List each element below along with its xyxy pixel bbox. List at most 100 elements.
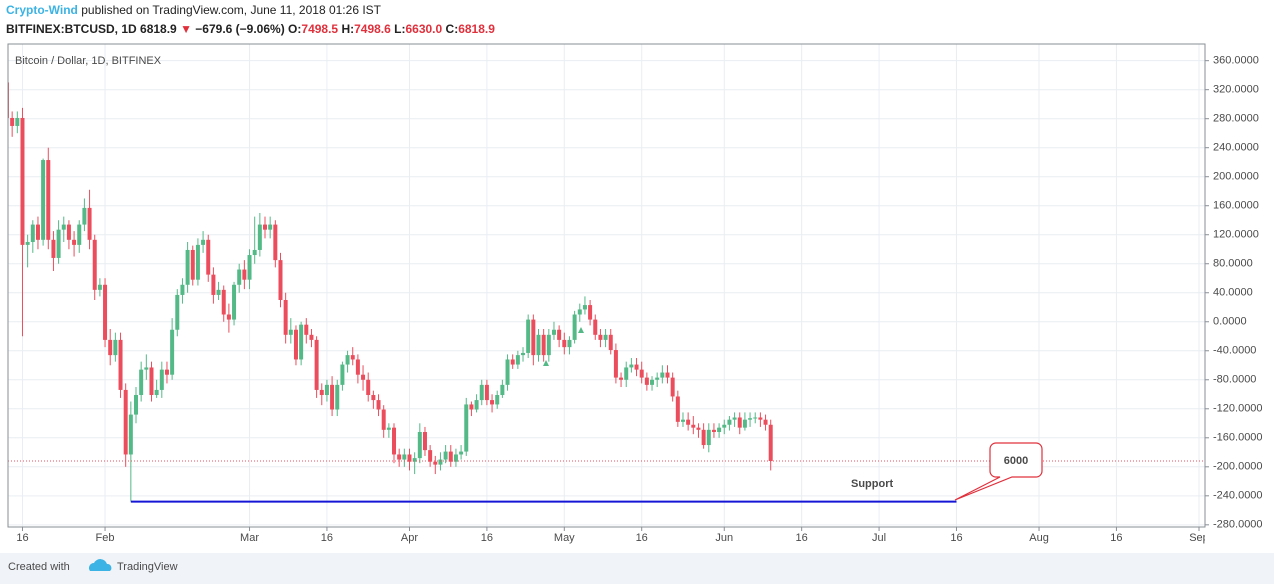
candle-body: [381, 409, 386, 430]
candle-body: [61, 224, 66, 230]
down-arrow: ▼: [180, 22, 192, 36]
candle-body: [371, 395, 376, 401]
candle-body: [536, 334, 541, 356]
candle-body: [521, 352, 526, 356]
candle-body: [448, 451, 453, 462]
candle-body: [495, 395, 500, 405]
candle-body: [619, 377, 624, 380]
candle-body: [139, 369, 144, 396]
header-line1: Crypto-Wind published on TradingView.com…: [6, 3, 382, 17]
candle-body: [118, 339, 123, 390]
candle-body: [144, 367, 149, 370]
x-tick-label: 16: [636, 532, 648, 544]
candle-body: [551, 329, 556, 335]
candle-body: [92, 239, 97, 290]
h-value: 7498.6: [354, 22, 391, 36]
candle-body: [577, 309, 582, 315]
callout-box: [954, 442, 1043, 501]
candle-body: [768, 424, 773, 462]
candle-body: [35, 224, 40, 240]
candle-body: [582, 305, 587, 310]
candle-body: [665, 372, 670, 378]
y-tick-label: -80.0000: [1213, 374, 1256, 386]
candle-body: [288, 329, 293, 335]
o-value: 7498.5: [301, 22, 338, 36]
candle-body: [686, 419, 691, 425]
footer-created: Created with: [8, 561, 70, 573]
candle-body: [366, 379, 371, 396]
candle-body: [737, 417, 742, 428]
candle-body: [742, 419, 747, 428]
y-tick-label: 0.0000: [1213, 316, 1247, 328]
candle-body: [273, 224, 278, 261]
candle-body: [340, 364, 345, 385]
candle-body: [613, 350, 618, 378]
x-tick-label: 16: [796, 532, 808, 544]
candle-body: [422, 431, 427, 451]
c-label: C:: [446, 22, 459, 36]
candle-body: [72, 239, 77, 245]
candle-body: [195, 244, 200, 280]
x-tick-label: 16: [321, 532, 333, 544]
candle-body: [350, 355, 355, 360]
candle-body: [567, 339, 572, 348]
candle-body: [459, 451, 464, 455]
candle-body: [412, 458, 417, 462]
candle-body: [376, 400, 381, 410]
x-tick-label: Jun: [715, 532, 733, 544]
candle-body: [691, 424, 696, 428]
chart-title: Bitcoin / Dollar, 1D, BITFINEX: [15, 55, 162, 67]
candle-body: [355, 359, 360, 375]
logo[interactable]: [88, 559, 112, 571]
candle-body: [268, 224, 273, 230]
candle-body: [407, 454, 412, 462]
candle-body: [293, 329, 298, 360]
candle-body: [97, 284, 102, 290]
plot: [8, 82, 1205, 503]
candle-body: [82, 207, 87, 225]
author[interactable]: Crypto-Wind: [6, 3, 78, 17]
candle-body: [123, 389, 128, 455]
y-tick-label: 40.0000: [1213, 287, 1253, 299]
candle-body: [113, 339, 118, 356]
x-tick-label: 16: [481, 532, 493, 544]
y-tick-label: 320.0000: [1213, 84, 1259, 96]
y-tick-label: 280.0000: [1213, 113, 1259, 125]
candle-body: [531, 319, 536, 356]
candle-body: [474, 400, 479, 410]
candle-body: [680, 419, 685, 422]
candle-body: [232, 284, 237, 320]
candle-body: [541, 334, 546, 356]
x-tick-label: 16: [1110, 532, 1122, 544]
y-tick-label: -200.0000: [1213, 461, 1263, 473]
candle-body: [20, 117, 25, 245]
candle-body: [128, 414, 133, 455]
candle-body: [283, 300, 288, 335]
candle-body: [149, 367, 154, 396]
x-tick-label: Jul: [872, 532, 886, 544]
candle-body: [386, 427, 391, 430]
y-tick-label: -240.0000: [1213, 490, 1263, 502]
candle-body: [670, 377, 675, 397]
x-axis: 16 Feb Mar 16 Apr 16 May 16 Jun 16 Jul 16 Aug 16 Sep: [16, 532, 1205, 544]
header-line2: BITFINEX:BTCUSD, 1D 6818.9 ▼ −679.6 (−9.…: [6, 22, 495, 36]
candle-body: [164, 369, 169, 375]
footer-brand[interactable]: TradingView: [117, 561, 178, 573]
candle-body: [278, 260, 283, 301]
grid: 360.0000 320.0000 280.0000 240.0000 200.0000…: [8, 44, 1263, 531]
candle-body: [159, 369, 164, 390]
x-tick-label: 16: [950, 532, 962, 544]
symbol: BITFINEX:BTCUSD, 1D: [6, 22, 137, 36]
candle-body: [758, 417, 763, 420]
candle-body: [639, 369, 644, 378]
candle-body: [330, 384, 335, 410]
candle-body: [66, 224, 71, 240]
candle-body: [108, 339, 113, 356]
x-tick-label: Mar: [240, 532, 259, 544]
candle-body: [51, 239, 56, 258]
candle-body: [335, 384, 340, 410]
candle-body: [469, 404, 474, 410]
candle-body: [706, 429, 711, 446]
candle-body: [753, 417, 758, 419]
candle-body: [515, 355, 520, 365]
